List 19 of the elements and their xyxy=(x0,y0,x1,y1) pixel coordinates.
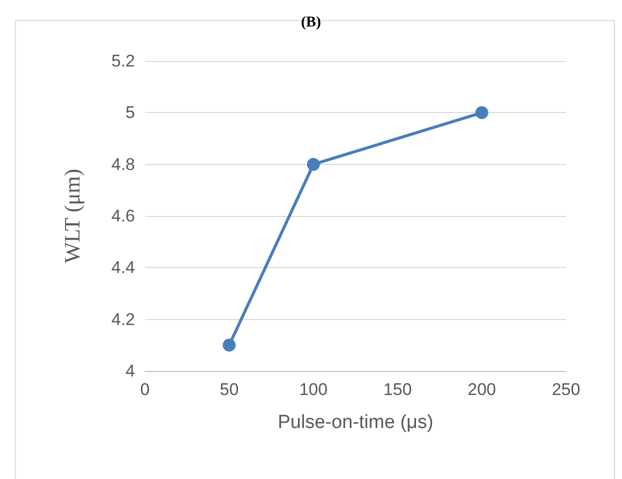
x-tick-label: 50 xyxy=(220,380,239,399)
y-tick-label: 5 xyxy=(126,103,135,122)
y-tick-label: 5.2 xyxy=(111,52,135,70)
x-axis-title: Pulse-on-time (μs) xyxy=(278,412,434,433)
y-tick-label: 4.4 xyxy=(111,258,135,278)
x-tick-label: 200 xyxy=(468,380,496,399)
x-tick-label: 100 xyxy=(299,380,328,399)
point xyxy=(475,106,488,120)
y-axis-title: WLT (μm) xyxy=(60,168,84,264)
y-tick-label: 4.2 xyxy=(111,310,135,329)
x-tick-label: 0 xyxy=(140,380,150,399)
point xyxy=(222,338,236,352)
y-tick-label: 4.6 xyxy=(111,206,135,226)
y-tick-label: 4 xyxy=(126,362,135,380)
chart-title: (B) xyxy=(301,14,321,30)
x-tick-label: 150 xyxy=(383,380,412,399)
point xyxy=(306,158,320,171)
y-tick-label: 4.8 xyxy=(111,154,135,174)
x-tick-label: 250 xyxy=(552,380,580,399)
